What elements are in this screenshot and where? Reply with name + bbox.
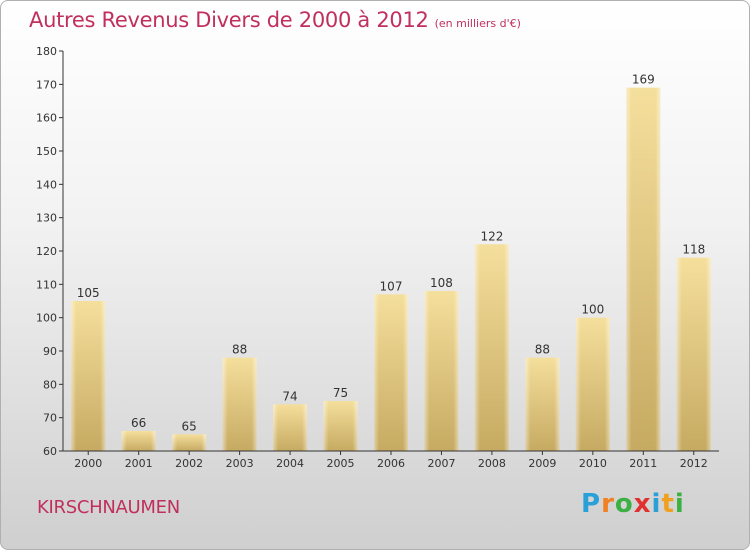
- bar-value-label: 75: [333, 386, 348, 400]
- x-tick-label: 2011: [629, 457, 657, 470]
- y-tick-label: 150: [36, 145, 57, 158]
- bar-highlight: [525, 357, 560, 451]
- logo-letter: x: [633, 489, 652, 519]
- y-tick-label: 90: [43, 345, 57, 358]
- x-tick-label: 2006: [377, 457, 405, 470]
- logo-letter: P: [581, 489, 602, 519]
- unit-note: (en milliers d'€): [434, 17, 521, 30]
- bar-value-label: 169: [632, 73, 655, 87]
- logo-letter: i: [651, 489, 662, 519]
- bar-value-label: 118: [682, 243, 705, 257]
- bar-value-label: 100: [581, 303, 604, 317]
- bar-value-label: 88: [535, 343, 550, 357]
- bar-value-label: 108: [430, 276, 453, 290]
- bar-highlight: [121, 431, 156, 451]
- y-tick-label: 110: [36, 278, 57, 291]
- x-tick-label: 2004: [276, 457, 304, 470]
- bar-highlight: [71, 301, 106, 451]
- logo-letter: i: [674, 489, 685, 519]
- bar-highlight: [676, 257, 711, 451]
- bar-value-label: 122: [480, 229, 503, 243]
- x-tick-label: 2007: [427, 457, 455, 470]
- bar-value-label: 66: [131, 416, 146, 430]
- bar-highlight: [222, 357, 257, 451]
- bar-highlight: [626, 87, 661, 452]
- bar-value-label: 107: [380, 279, 403, 293]
- y-tick-label: 180: [36, 45, 57, 58]
- x-tick-label: 2012: [680, 457, 708, 470]
- chart-title: Autres Revenus Divers de 2000 à 2012 (en …: [29, 8, 521, 32]
- bar-highlight: [374, 294, 408, 451]
- proxiti-logo: Proxiti: [581, 489, 685, 519]
- x-tick-label: 2009: [528, 457, 556, 470]
- logo-letter: r: [601, 489, 615, 519]
- x-tick-label: 2003: [226, 457, 254, 470]
- bar-value-label: 88: [232, 343, 247, 357]
- commune-name: KIRSCHNAUMEN: [37, 497, 180, 518]
- x-tick-label: 2001: [125, 457, 153, 470]
- bar-value-label: 74: [282, 389, 297, 403]
- bar-value-label: 105: [77, 286, 100, 300]
- y-tick-label: 80: [43, 378, 57, 391]
- y-tick-label: 160: [36, 112, 57, 125]
- title-text: Autres Revenus Divers de 2000 à 2012: [29, 8, 429, 32]
- y-tick-label: 170: [36, 78, 57, 91]
- bar-highlight: [172, 434, 207, 451]
- y-tick-label: 120: [36, 245, 57, 258]
- y-tick-label: 70: [43, 412, 57, 425]
- bar-highlight: [273, 404, 308, 451]
- bar-highlight: [474, 244, 509, 451]
- x-tick-label: 2005: [327, 457, 355, 470]
- y-tick-label: 130: [36, 212, 57, 225]
- bar-highlight: [575, 317, 610, 451]
- y-tick-label: 140: [36, 178, 57, 191]
- logo-letter: t: [661, 489, 675, 519]
- x-tick-label: 2008: [478, 457, 506, 470]
- y-tick-label: 100: [36, 312, 57, 325]
- x-tick-label: 2000: [74, 457, 102, 470]
- logo-letter: o: [614, 489, 634, 519]
- y-tick-label: 60: [43, 445, 57, 458]
- bar-highlight: [323, 401, 358, 451]
- bar-value-label: 65: [182, 419, 197, 433]
- x-tick-label: 2002: [175, 457, 203, 470]
- x-tick-label: 2010: [579, 457, 607, 470]
- bar-highlight: [424, 291, 459, 451]
